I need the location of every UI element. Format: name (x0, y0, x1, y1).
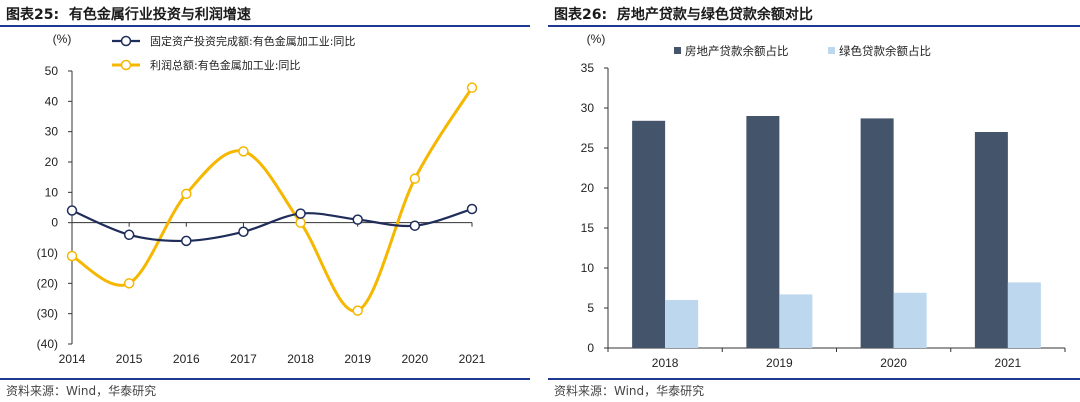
left-series-line-profit (71, 86, 474, 313)
right-top-rule (548, 25, 1080, 27)
left-y-tick-label: 50 (45, 64, 59, 78)
right-legend-label-real-estate: 房地产贷款余额占比 (685, 44, 789, 58)
right-bottom-rule (548, 378, 1080, 380)
left-title-text: 有色金属行业投资与利润增速 (68, 7, 251, 23)
right-bar-chart: (%) 35 30 25 20 15 10 5 0 2018 2019 2020 2021 房地产贷款余额… (581, 32, 1066, 370)
left-data-point-profit (123, 278, 135, 289)
right-bar-real-estate (860, 118, 894, 349)
right-y-tick-label: 30 (581, 101, 595, 115)
right-y-tick-label: 25 (581, 141, 595, 155)
right-y-tick-label: 35 (581, 61, 595, 75)
right-bar-real-estate (974, 132, 1008, 348)
left-x-tick-label: 2017 (230, 352, 257, 366)
right-x-tick-label: 2020 (880, 356, 907, 370)
right-legend-label-green: 绿色贷款余额占比 (839, 44, 931, 58)
left-data-point-investment (352, 214, 363, 225)
left-chart-title: 图表25: 有色金属行业投资与利润增速 (6, 4, 251, 24)
left-chart-panel: 图表25: 有色金属行业投资与利润增速 (%) 50 40 30 20 10 0 (10) (2… (0, 0, 530, 402)
right-chart-panel: 图表26: 房地产贷款与绿色贷款余额对比 (%) 35 30 25 20 15 10 5 0 20… (548, 0, 1080, 402)
left-y-tick-label: (30) (37, 307, 58, 321)
right-x-tick-label: 2018 (652, 356, 679, 370)
left-data-point-profit (352, 305, 363, 316)
left-y-unit-label: (%) (53, 32, 72, 46)
right-title-text: 房地产贷款与绿色贷款余额对比 (616, 7, 813, 23)
left-data-point-investment (295, 208, 306, 219)
left-y-tick-label: (20) (37, 276, 58, 290)
right-x-tick-label: 2019 (766, 356, 793, 370)
left-data-point-profit (466, 82, 478, 93)
right-bar-real-estate (746, 116, 780, 348)
left-top-rule (0, 25, 530, 27)
left-figure-label: 图表25: (6, 7, 60, 23)
left-source-note: 资料来源：Wind，华泰研究 (6, 384, 157, 398)
right-bar-real-estate (632, 120, 666, 348)
left-x-tick-label: 2021 (459, 352, 486, 366)
left-legend-marker-profit (120, 59, 132, 71)
right-y-tick-label: 15 (581, 221, 595, 235)
left-legend-label-investment: 固定资产投资完成额:有色金属加工业:同比 (150, 34, 355, 48)
left-x-tick-label: 2020 (402, 352, 429, 366)
right-source-note: 资料来源：Wind，华泰研究 (554, 384, 705, 398)
left-x-tick-label: 2018 (287, 352, 314, 366)
right-x-tick-label: 2021 (995, 356, 1022, 370)
right-y-tick-label: 5 (587, 301, 594, 315)
right-y-tick-label: 10 (581, 261, 595, 275)
left-line-chart: (%) 50 40 30 20 10 0 (10) (20) (30) (40)2014 2015 20… (37, 32, 486, 366)
left-y-tick-label: 30 (45, 125, 59, 139)
left-data-point-profit (295, 217, 306, 228)
right-legend-swatch-real-estate (674, 47, 681, 54)
right-bar-green (893, 292, 927, 348)
left-data-point-investment (238, 226, 249, 238)
right-y-tick-label: 0 (587, 341, 594, 355)
right-bar-green (1007, 282, 1041, 348)
left-data-point-investment (466, 203, 478, 215)
right-chart-title: 图表26: 房地产贷款与绿色贷款余额对比 (554, 4, 813, 24)
right-bar-green (779, 294, 813, 348)
right-legend-swatch-green (828, 47, 835, 54)
left-data-point-investment (181, 235, 192, 247)
left-x-tick-label: 2014 (59, 352, 86, 366)
left-data-point-investment (123, 229, 135, 241)
right-bar-green (665, 300, 699, 348)
left-y-tick-label: 0 (51, 216, 58, 230)
left-data-point-investment (409, 220, 421, 231)
right-figure-label: 图表26: (554, 7, 608, 23)
left-bottom-rule (0, 378, 530, 380)
left-data-point-profit (66, 250, 78, 262)
left-legend-marker-investment (120, 35, 132, 47)
left-x-tick-label: 2016 (173, 352, 200, 366)
left-data-point-profit (238, 146, 249, 157)
left-data-point-investment (66, 205, 78, 216)
left-x-tick-label: 2015 (116, 352, 143, 366)
left-legend-label-profit: 利润总额:有色金属加工业:同比 (150, 58, 300, 72)
left-y-tick-label: 20 (45, 155, 59, 169)
left-x-tick-label: 2019 (344, 352, 371, 366)
left-y-tick-label: 10 (45, 185, 59, 199)
left-data-point-profit (409, 173, 421, 184)
right-y-tick-label: 20 (581, 181, 595, 195)
right-y-unit-label: (%) (587, 32, 606, 46)
left-data-point-profit (181, 188, 192, 200)
left-y-tick-label: 40 (45, 94, 59, 108)
left-y-tick-label: (10) (37, 246, 58, 260)
left-y-tick-label: (40) (37, 337, 58, 351)
